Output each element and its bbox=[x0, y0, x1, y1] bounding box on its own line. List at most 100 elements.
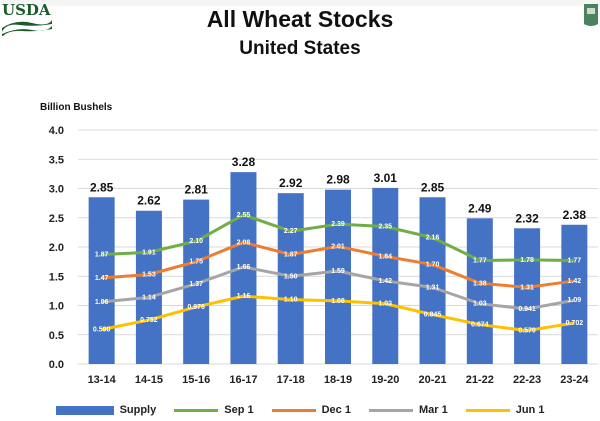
series-line-mar1 bbox=[101, 265, 575, 311]
chart-subtitle: United States bbox=[239, 38, 361, 59]
supply-bar-label: 3.28 bbox=[232, 155, 256, 169]
series-point-label: 1.77 bbox=[473, 257, 487, 264]
series-point-label: 1.78 bbox=[520, 257, 534, 264]
series-point-label: 1.14 bbox=[142, 294, 156, 301]
series-point-label: 1.42 bbox=[568, 278, 582, 285]
series-point-label: 1.38 bbox=[473, 280, 487, 287]
legend-item-sep1: Sep 1 bbox=[174, 404, 254, 416]
supply-bar-label: 2.92 bbox=[279, 176, 303, 190]
series-point-label: 0.752 bbox=[140, 317, 158, 324]
legend-item-supply: Supply bbox=[55, 404, 157, 416]
series-point-label: 1.03 bbox=[473, 301, 487, 308]
y-axis-label: Billion Bushels bbox=[40, 102, 113, 113]
corner-logo-icon bbox=[584, 4, 598, 26]
legend-label-supply: Supply bbox=[119, 404, 157, 416]
supply-bar bbox=[419, 197, 446, 364]
usda-logo: USDA bbox=[2, 2, 52, 36]
x-tick-label: 14-15 bbox=[135, 374, 163, 386]
x-tick-label: 15-16 bbox=[182, 374, 210, 386]
series-point-label: 1.08 bbox=[331, 298, 345, 305]
series-point-label: 1.53 bbox=[142, 271, 156, 278]
y-tick-label: 2.0 bbox=[49, 242, 64, 254]
series-point-label: 1.16 bbox=[237, 293, 251, 300]
series-point-label: 1.91 bbox=[142, 249, 156, 256]
top-strip bbox=[0, 0, 600, 6]
series-point-label: 1.37 bbox=[189, 281, 203, 288]
supply-bar-label: 2.49 bbox=[468, 201, 492, 215]
x-tick-label: 18-19 bbox=[324, 374, 352, 386]
supply-bar bbox=[325, 189, 351, 364]
series-point-label: 0.976 bbox=[187, 304, 205, 311]
legend-swatch-supply bbox=[55, 405, 114, 415]
supply-bar-label: 2.81 bbox=[185, 183, 209, 197]
legend-item-dec1: Dec 1 bbox=[271, 404, 351, 416]
series-point-label: 2.55 bbox=[237, 212, 251, 219]
supply-bar-label: 2.85 bbox=[90, 180, 114, 194]
supply-bar-label: 2.32 bbox=[515, 211, 539, 225]
legend-swatch-jun1 bbox=[465, 408, 510, 412]
y-tick-label: 4.0 bbox=[49, 125, 64, 137]
legend-label-sep1: Sep 1 bbox=[224, 404, 254, 416]
series-point-label: 1.31 bbox=[520, 284, 534, 291]
series-point-label: 1.09 bbox=[568, 297, 582, 304]
legend-label-jun1: Jun 1 bbox=[515, 404, 545, 416]
x-tick-label: 16-17 bbox=[229, 374, 257, 386]
legend-swatch-mar1 bbox=[368, 408, 413, 412]
legend-label-mar1: Mar 1 bbox=[418, 404, 448, 416]
x-tick-label: 17-18 bbox=[277, 374, 305, 386]
series-point-label: 1.03 bbox=[378, 301, 392, 308]
x-tick-label: 23-24 bbox=[560, 374, 589, 386]
series-point-label: 0.941 bbox=[518, 306, 536, 313]
y-tick-label: 0.5 bbox=[49, 330, 64, 342]
supply-bar-label: 2.38 bbox=[563, 208, 587, 222]
usda-logo-hills bbox=[2, 20, 52, 36]
supply-bar bbox=[372, 187, 399, 364]
series-point-label: 2.01 bbox=[331, 243, 345, 250]
series-point-label: 1.50 bbox=[284, 273, 298, 280]
supply-bar bbox=[277, 193, 304, 364]
series-point-label: 2.10 bbox=[189, 238, 203, 245]
series-point-label: 2.35 bbox=[378, 224, 392, 231]
series-point-label: 0.845 bbox=[424, 312, 442, 319]
series-point-label: 1.66 bbox=[237, 264, 251, 271]
supply-bar bbox=[514, 228, 541, 364]
supply-bar bbox=[561, 224, 588, 364]
series-point-label: 1.84 bbox=[378, 253, 392, 260]
y-tick-label: 0.0 bbox=[49, 359, 64, 371]
series-point-label: 1.47 bbox=[95, 275, 109, 282]
legend-swatch-dec1 bbox=[271, 408, 316, 412]
x-tick-label: 13-14 bbox=[88, 374, 117, 386]
series-point-label: 0.702 bbox=[566, 320, 584, 327]
series-point-label: 0.674 bbox=[471, 322, 489, 329]
series-point-label: 1.87 bbox=[284, 252, 298, 259]
usda-logo-text: USDA bbox=[2, 1, 51, 19]
series-line-jun1 bbox=[101, 294, 575, 333]
series-point-label: 1.59 bbox=[331, 268, 345, 275]
legend-item-mar1: Mar 1 bbox=[368, 404, 448, 416]
x-tick-label: 22-23 bbox=[513, 374, 541, 386]
legend: Supply Sep 1 Dec 1 Mar 1 Jun 1 bbox=[0, 400, 600, 420]
y-tick-label: 1.5 bbox=[49, 271, 64, 283]
legend-item-jun1: Jun 1 bbox=[465, 404, 545, 416]
series-point-label: 0.570 bbox=[518, 328, 536, 335]
x-tick-label: 19-20 bbox=[371, 374, 399, 386]
series-point-label: 1.77 bbox=[568, 257, 582, 264]
legend-label-dec1: Dec 1 bbox=[321, 404, 351, 416]
legend-swatch-sep1 bbox=[174, 408, 219, 412]
supply-bar-label: 2.85 bbox=[421, 180, 445, 194]
supply-bar bbox=[466, 218, 493, 364]
y-tick-label: 3.5 bbox=[49, 154, 64, 166]
y-tick-label: 3.0 bbox=[49, 184, 64, 196]
series-point-label: 0.590 bbox=[93, 326, 111, 333]
series-point-label: 2.39 bbox=[331, 221, 345, 228]
x-tick-label: 21-22 bbox=[466, 374, 494, 386]
supply-bar-label: 3.01 bbox=[374, 171, 398, 185]
chart-title: All Wheat Stocks bbox=[206, 6, 394, 32]
series-point-label: 2.27 bbox=[284, 228, 298, 235]
series-point-label: 1.06 bbox=[95, 299, 109, 306]
supply-bar bbox=[135, 210, 162, 364]
supply-bar-label: 2.62 bbox=[137, 194, 161, 208]
series-line-dec1 bbox=[101, 240, 575, 289]
series-line-sep1 bbox=[101, 213, 575, 262]
